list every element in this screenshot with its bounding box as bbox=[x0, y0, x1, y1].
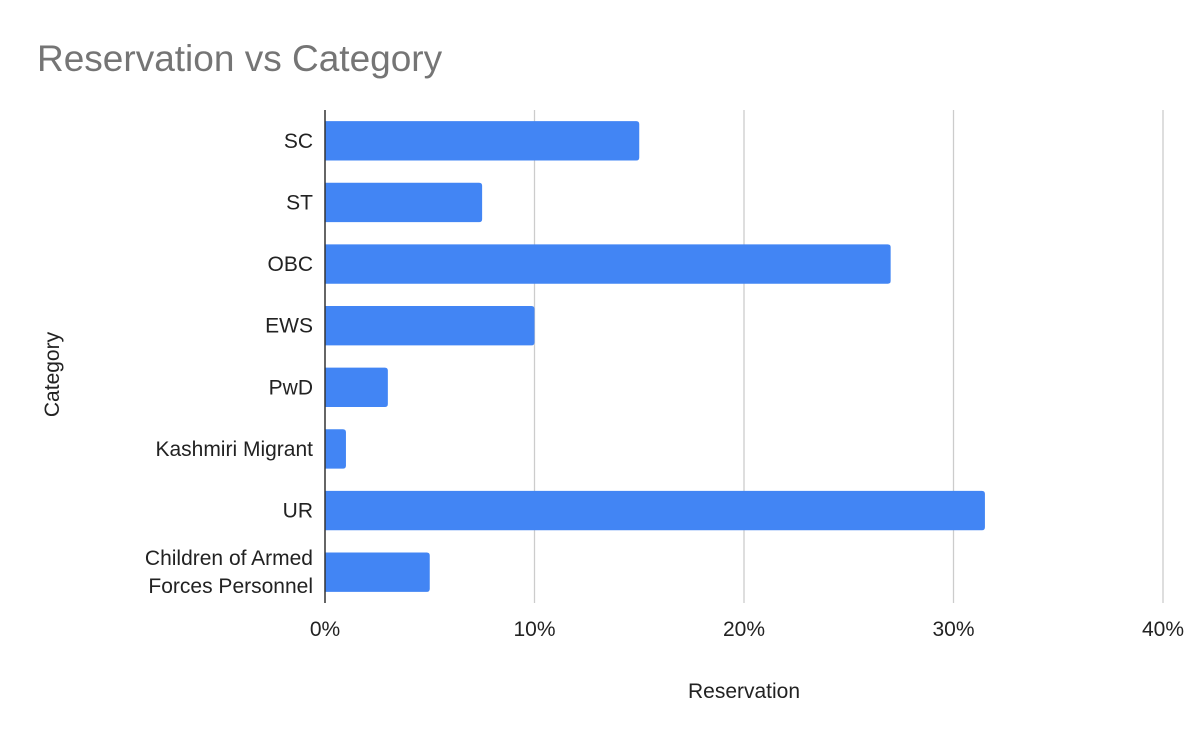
x-tick-label: 30% bbox=[932, 618, 974, 641]
labels: 0% 10% 20% 30% 40% SC ST OBC EWS PwD Kashmiri Migr… bbox=[41, 130, 1184, 703]
bar bbox=[325, 182, 483, 223]
y-axis-title: Category bbox=[41, 331, 64, 417]
x-tick-label: 10% bbox=[513, 618, 555, 641]
y-tick-label: ST bbox=[286, 191, 313, 214]
bar bbox=[325, 305, 535, 346]
y-tick-label: UR bbox=[283, 500, 313, 523]
bar bbox=[325, 244, 891, 284]
bar bbox=[325, 429, 346, 469]
y-tick-label: OBC bbox=[267, 253, 313, 276]
bar bbox=[325, 121, 640, 161]
bar bbox=[325, 552, 430, 592]
x-tick-label: 40% bbox=[1142, 618, 1184, 641]
chart-title: Reservation vs Category bbox=[37, 38, 443, 79]
x-axis-title: Reservation bbox=[688, 680, 800, 703]
y-tick-label: SC bbox=[284, 130, 313, 153]
y-tick-label: Kashmiri Migrant bbox=[155, 438, 313, 461]
bars bbox=[325, 121, 985, 592]
y-tick-label: PwD bbox=[269, 376, 313, 399]
y-tick-label: EWS bbox=[265, 315, 313, 338]
bar bbox=[325, 490, 985, 531]
y-tick-label: Forces Personnel bbox=[148, 575, 313, 598]
x-tick-label: 20% bbox=[723, 618, 765, 641]
x-tick-label: 0% bbox=[310, 618, 340, 641]
bar bbox=[325, 367, 388, 408]
y-tick-label: Children of Armed bbox=[145, 547, 313, 570]
